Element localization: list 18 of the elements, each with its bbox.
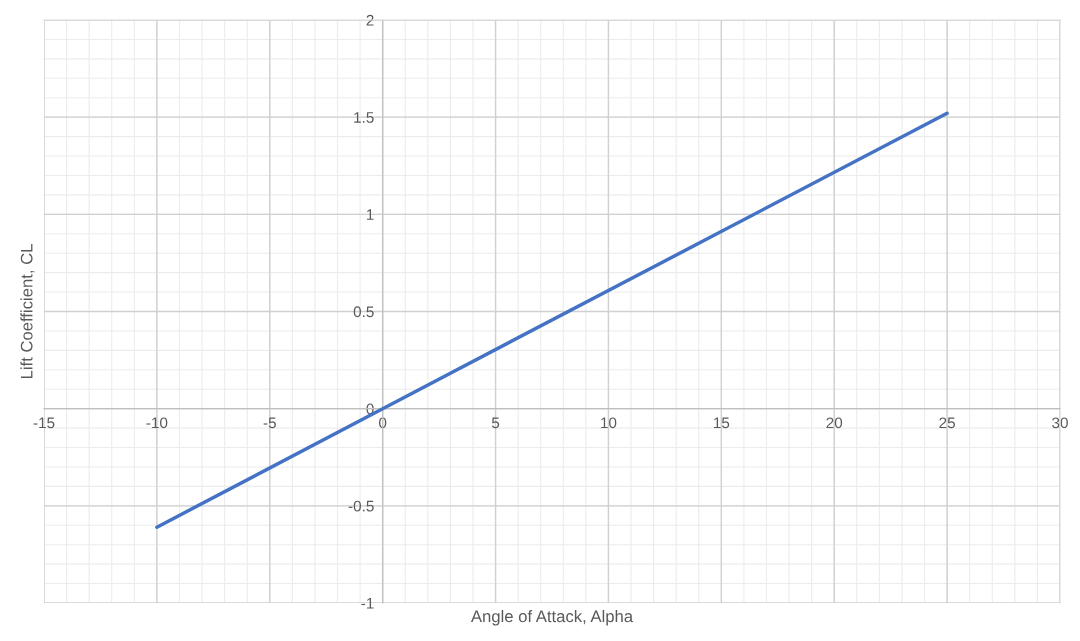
x-tick-label: -5: [263, 417, 276, 429]
y-axis-title: Lift Coefficient, CL: [20, 244, 35, 379]
x-tick-label: 5: [491, 417, 500, 429]
x-axis-title: Angle of Attack, Alpha: [470, 610, 634, 626]
x-tick-label: -15: [33, 417, 55, 429]
y-tick-label: -0.5: [348, 500, 374, 512]
y-tick-label: 0.5: [353, 306, 374, 318]
y-tick-label: 1: [367, 209, 374, 220]
x-tick-label: 0: [379, 417, 387, 429]
x-tick-label: 25: [939, 417, 955, 429]
y-tick-label: 1.5: [354, 112, 374, 123]
y-tick-label: 2: [366, 14, 374, 26]
y-tick-label: -1: [361, 598, 374, 609]
x-tick-label: -10: [146, 417, 168, 429]
x-tick-label: 30: [1052, 417, 1068, 429]
x-tick-label: 20: [826, 417, 843, 429]
x-tick-label: 15: [714, 417, 730, 429]
x-tick-label: 10: [601, 417, 617, 429]
